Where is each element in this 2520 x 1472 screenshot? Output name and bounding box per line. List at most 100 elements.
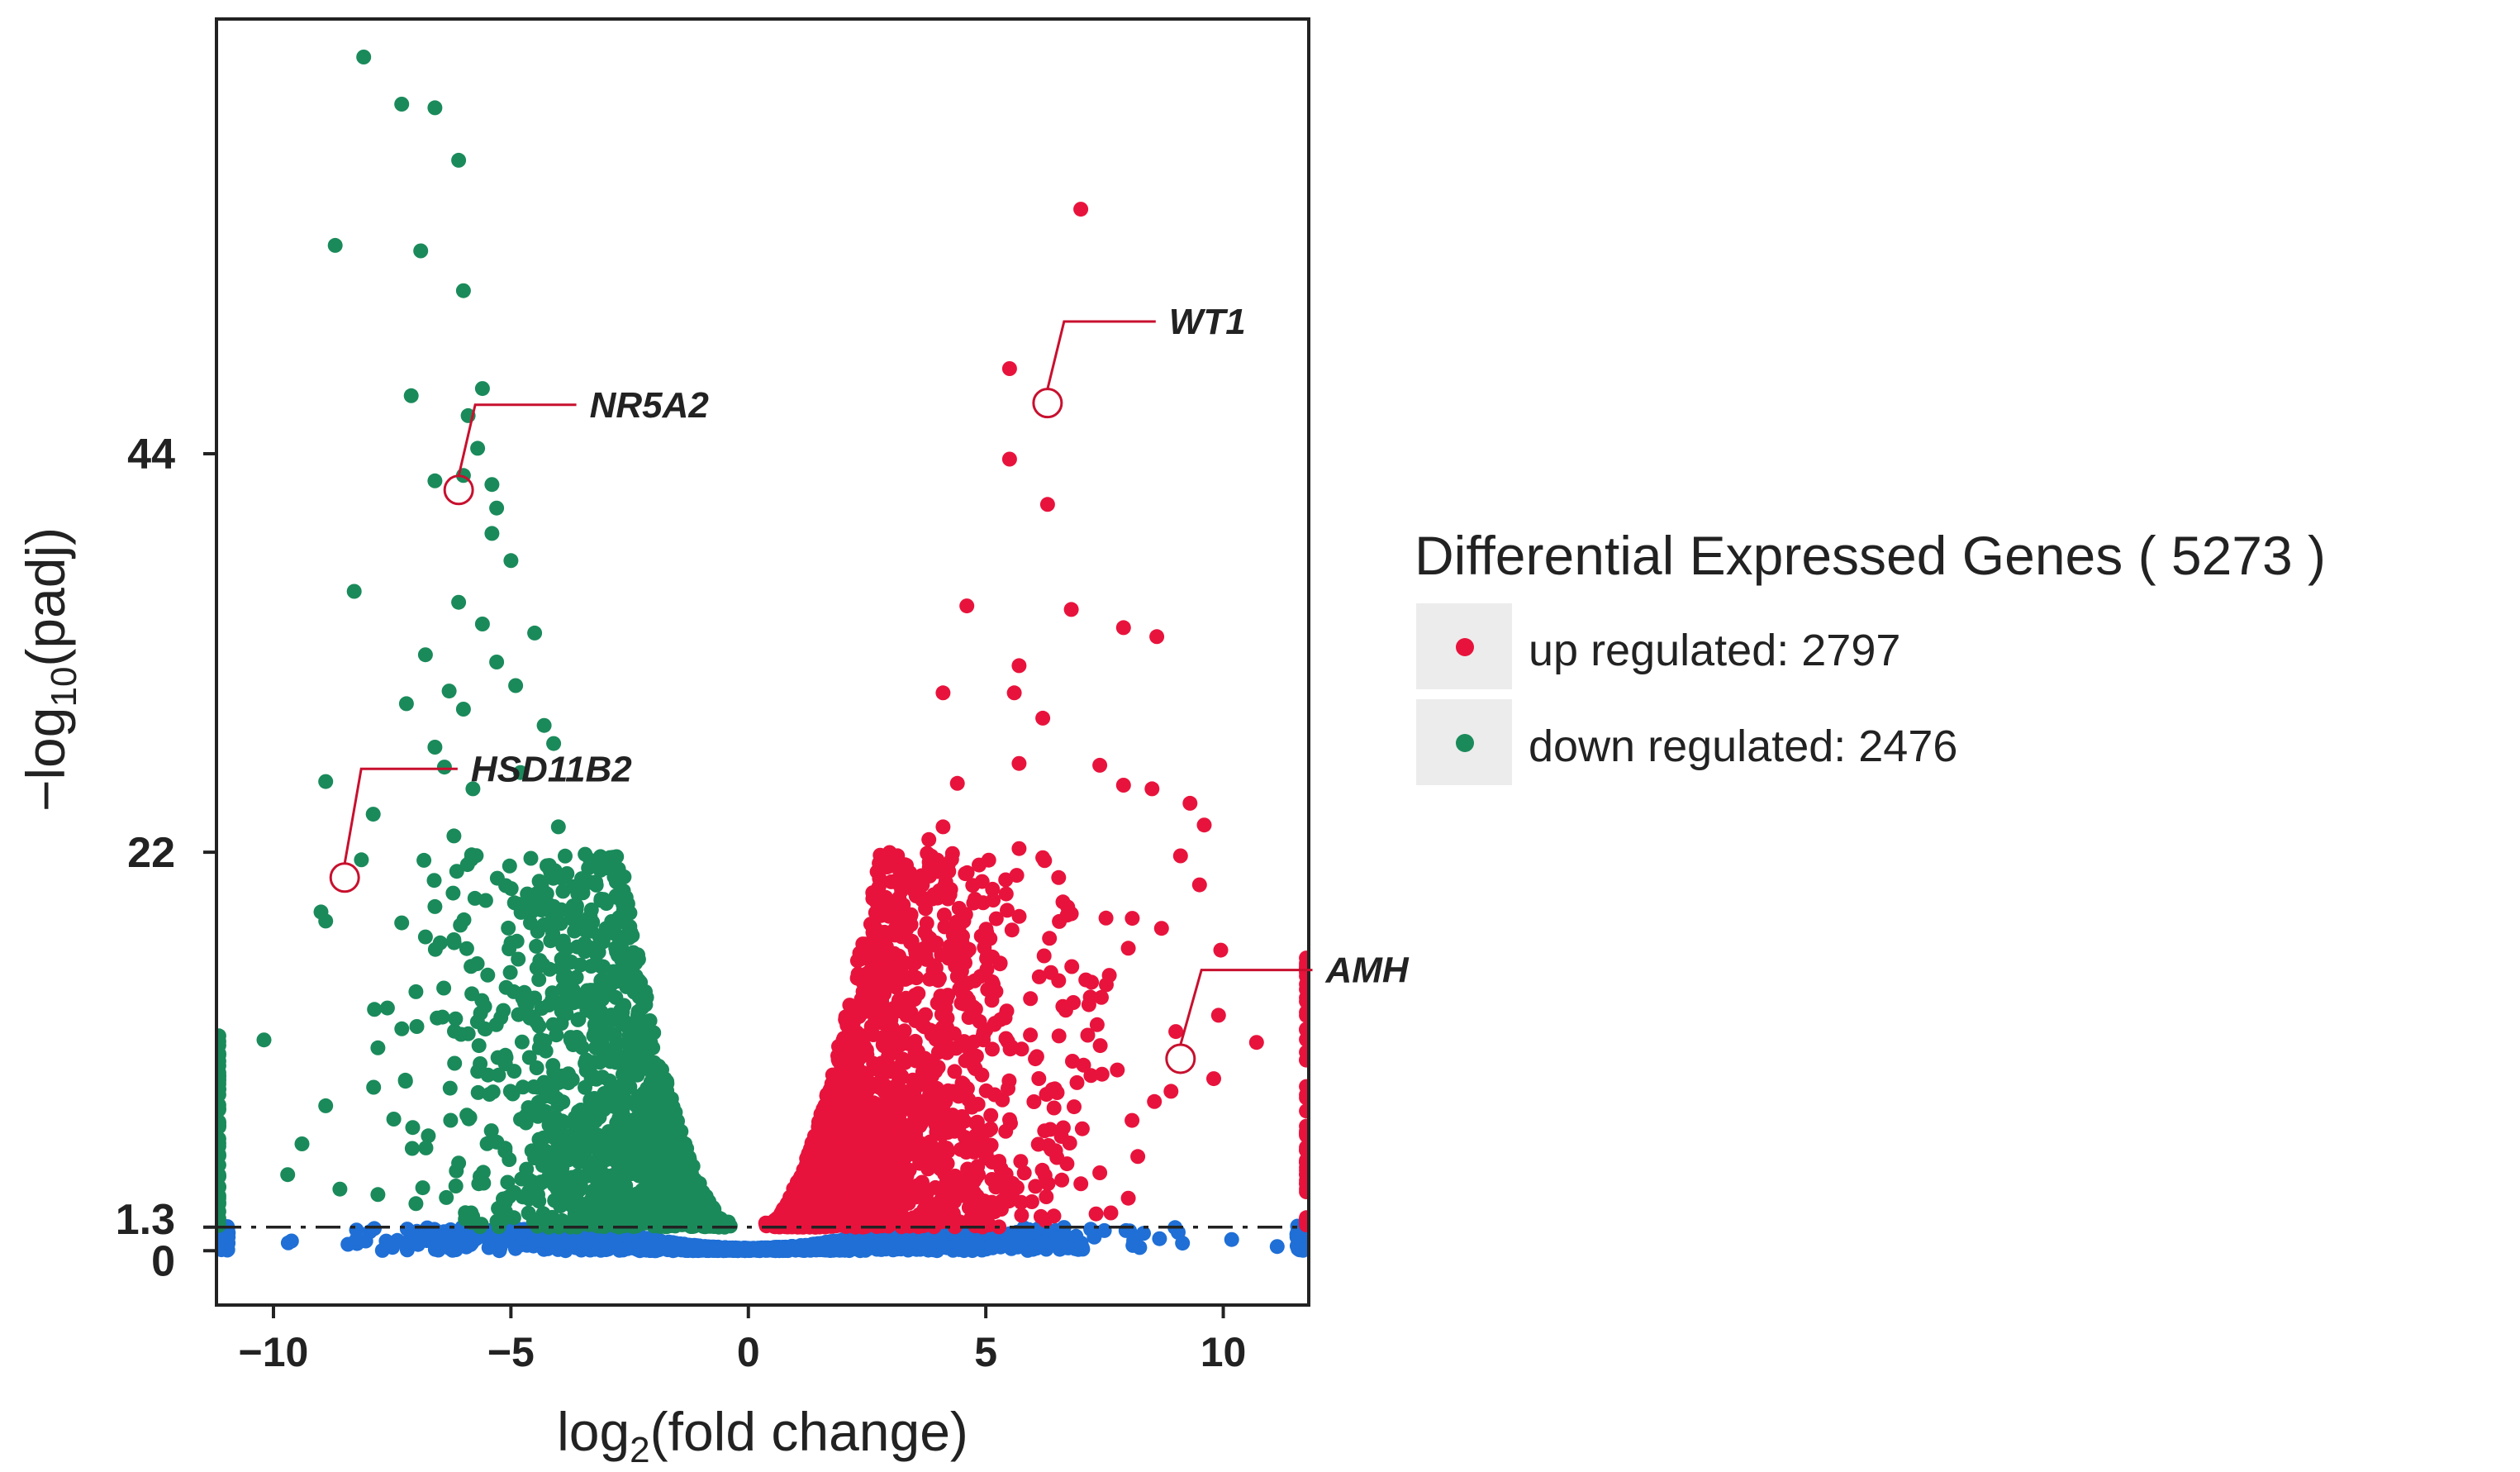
up-point	[901, 1093, 916, 1108]
down-point	[529, 1015, 544, 1030]
ns-point	[1152, 1231, 1167, 1246]
down-point	[603, 1140, 619, 1155]
down-point	[327, 237, 343, 253]
down-point	[588, 1040, 603, 1055]
down-point	[491, 1067, 506, 1083]
up-point	[991, 1154, 1007, 1170]
down-point	[216, 1167, 226, 1183]
up-point	[1299, 1052, 1309, 1068]
down-point	[405, 1120, 421, 1136]
up-point	[1092, 1038, 1108, 1054]
down-point	[568, 969, 584, 985]
up-point	[965, 878, 981, 893]
up-point	[1039, 1189, 1054, 1204]
annotation-label-amh: AMH	[1324, 950, 1409, 991]
ns-point	[581, 1241, 597, 1257]
up-point	[931, 883, 947, 898]
down-point	[550, 1097, 566, 1112]
up-point	[880, 1094, 896, 1110]
legend: Differential Expressed Genes ( 5273 ) up…	[1415, 525, 2326, 785]
up-point	[1011, 658, 1027, 674]
up-point	[938, 1124, 953, 1139]
up-point	[1082, 989, 1098, 1005]
down-point	[555, 933, 571, 949]
down-point	[480, 967, 496, 983]
down-point	[426, 873, 442, 888]
ns-point	[831, 1238, 847, 1254]
down-point	[588, 946, 604, 962]
down-point	[554, 1166, 569, 1182]
up-point	[977, 1207, 992, 1222]
up-point	[864, 1005, 880, 1021]
up-point	[961, 992, 977, 1008]
down-point	[571, 915, 587, 931]
down-point	[497, 1141, 513, 1156]
up-point	[842, 998, 858, 1013]
up-point	[1005, 1175, 1020, 1191]
down-point	[436, 760, 452, 775]
up-point	[1299, 1210, 1309, 1226]
down-point	[427, 740, 443, 755]
down-point	[467, 890, 483, 906]
up-point	[844, 1105, 859, 1120]
up-point	[892, 1174, 907, 1190]
annotation-ring	[329, 862, 360, 893]
down-point	[498, 878, 514, 893]
up-point	[951, 1122, 967, 1138]
up-point	[1153, 921, 1169, 936]
down-point	[397, 1072, 413, 1088]
down-point	[470, 1084, 486, 1100]
ns-point	[492, 1242, 507, 1258]
up-point	[918, 1007, 934, 1022]
down-point	[637, 1121, 653, 1136]
down-point	[436, 980, 452, 996]
down-point	[216, 1217, 226, 1233]
up-point	[951, 901, 967, 916]
x-tick-label: −5	[487, 1329, 535, 1375]
down-point	[416, 852, 432, 868]
down-point	[216, 1194, 226, 1210]
ns-point	[796, 1241, 812, 1257]
down-point	[578, 1063, 594, 1079]
ns-point	[874, 1233, 890, 1249]
ns-point	[481, 1230, 497, 1246]
up-point	[1044, 1141, 1059, 1157]
up-point	[1029, 1049, 1044, 1065]
up-point	[998, 1123, 1014, 1139]
up-point	[1076, 1057, 1091, 1073]
up-point	[865, 891, 881, 907]
down-point	[608, 927, 624, 942]
up-point	[878, 1015, 894, 1030]
down-point	[630, 947, 645, 963]
down-point	[409, 1019, 425, 1034]
up-point	[1196, 817, 1212, 833]
down-point	[408, 1196, 424, 1212]
down-point	[546, 736, 562, 751]
down-point	[470, 441, 486, 456]
up-point	[1035, 710, 1051, 726]
up-point	[823, 1168, 839, 1184]
down-point	[480, 1067, 496, 1083]
y-tick-label: 0	[151, 1237, 175, 1285]
down-point	[627, 1016, 643, 1031]
down-point	[476, 1175, 492, 1191]
up-point	[930, 1084, 945, 1100]
up-point	[974, 1131, 990, 1147]
down-point	[417, 647, 433, 663]
down-point	[617, 1091, 633, 1107]
down-point	[394, 97, 410, 112]
up-point	[931, 970, 947, 986]
up-point	[978, 922, 994, 937]
down-point	[491, 1219, 506, 1235]
ns-point	[1224, 1231, 1239, 1247]
up-point	[1013, 1194, 1029, 1210]
down-point	[601, 1073, 617, 1089]
up-point	[1014, 1208, 1029, 1223]
x-axis-title: log2(fold change)	[557, 1401, 968, 1470]
down-point	[216, 1073, 226, 1089]
up-point	[844, 1030, 860, 1046]
down-point	[484, 526, 500, 541]
down-point	[649, 1163, 664, 1179]
down-point	[537, 1104, 553, 1119]
up-point	[1046, 1100, 1062, 1116]
